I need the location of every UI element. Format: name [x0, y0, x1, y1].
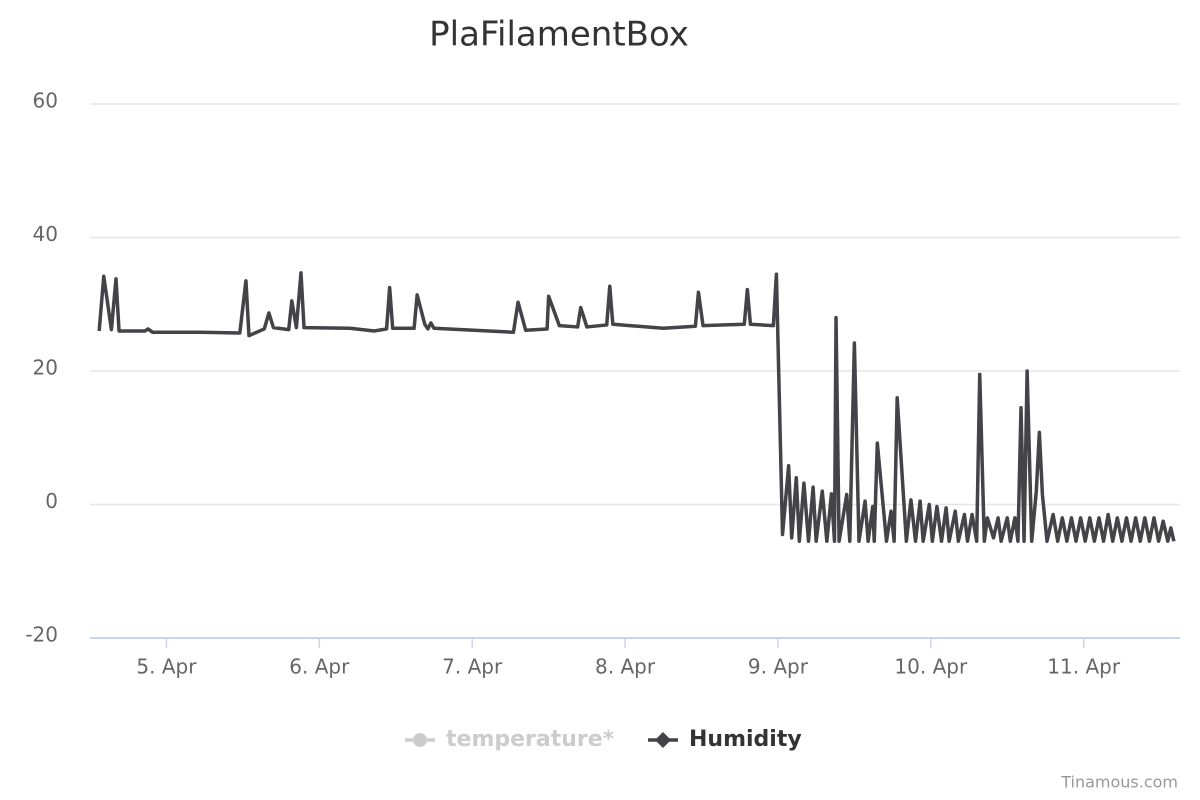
y-tick-label: 40 [33, 222, 58, 246]
y-tick-label: -20 [25, 623, 58, 647]
legend-label[interactable]: temperature* [446, 727, 615, 752]
line-series [97, 271, 1176, 543]
x-tick-label: 10. Apr [894, 655, 968, 679]
chart-title: PlaFilamentBox [429, 15, 689, 55]
x-tick-label: 5. Apr [136, 655, 197, 679]
y-tick-label: 0 [45, 489, 58, 513]
x-tick-label: 7. Apr [442, 655, 503, 679]
y-tick-label: 20 [33, 356, 58, 380]
legend-marker[interactable] [413, 733, 427, 747]
legend-label[interactable]: Humidity [689, 727, 802, 752]
legend-marker[interactable] [655, 732, 671, 748]
credit[interactable]: Tinamous.com [1060, 773, 1178, 792]
x-tick-label: 9. Apr [748, 655, 809, 679]
y-tick-label: 60 [33, 89, 58, 113]
x-tick-label: 11. Apr [1047, 655, 1121, 679]
x-tick-label: 6. Apr [289, 655, 350, 679]
x-tick-label: 8. Apr [595, 655, 656, 679]
